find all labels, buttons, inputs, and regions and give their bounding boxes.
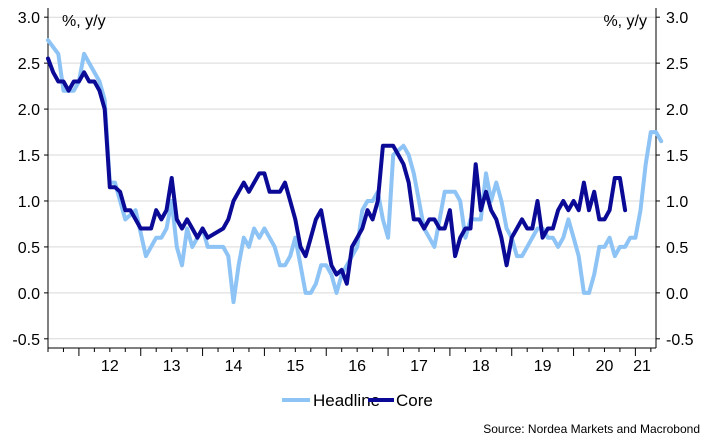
series-line-headline	[46, 38, 664, 305]
y-tick-label-left: -0.5	[12, 332, 40, 349]
legend-core-label: Core	[396, 391, 433, 410]
right-unit-label: %, y/y	[603, 13, 647, 30]
x-tick-label: 13	[163, 358, 181, 375]
y-tick-label-left: 1.0	[18, 194, 40, 211]
left-unit-label: %, y/y	[62, 13, 106, 30]
y-tick-label-right: 1.5	[666, 148, 688, 165]
y-tick-label-right: 3.0	[666, 10, 688, 27]
x-tick-label: 19	[534, 358, 552, 375]
series-line-core	[46, 56, 628, 286]
legend: Headline Core	[282, 391, 433, 410]
y-tick-label-left: 2.5	[18, 56, 40, 73]
y-tick-label-right: 2.5	[666, 56, 688, 73]
y-tick-label-left: 0.5	[18, 240, 40, 257]
x-tick-label: 15	[286, 358, 304, 375]
axes: 3.0 3.0 2.5 2.5 2.0 2.0 1.5 1.5 1.0 1.0 0.5 0.5 0.0 0…	[12, 8, 694, 375]
y-tick-label-left: 2.0	[18, 102, 40, 119]
x-tick-label: 14	[225, 358, 243, 375]
x-tick-label: 17	[410, 358, 428, 375]
y-tick-label-left: 0.0	[18, 286, 40, 303]
y-tick-label-right: 2.0	[666, 102, 688, 119]
y-tick-label-right: 1.0	[666, 194, 688, 211]
y-tick-label-left: 3.0	[18, 10, 40, 27]
source-note: Source: Nordea Markets and Macrobond	[483, 422, 700, 436]
y-tick-label-right: 0.0	[666, 286, 688, 303]
grid-lines	[48, 16, 656, 340]
y-tick-label-right: -0.5	[666, 332, 694, 349]
x-tick-label: 16	[348, 358, 366, 375]
series-lines	[46, 38, 664, 305]
legend-headline-label: Headline	[313, 391, 380, 410]
x-tick-label: 21	[633, 358, 651, 375]
x-tick-label: 12	[101, 358, 119, 375]
x-tick-label: 20	[596, 358, 614, 375]
y-tick-label-right: 0.5	[666, 240, 688, 257]
x-tick-label: 18	[472, 358, 490, 375]
y-tick-label-left: 1.5	[18, 148, 40, 165]
